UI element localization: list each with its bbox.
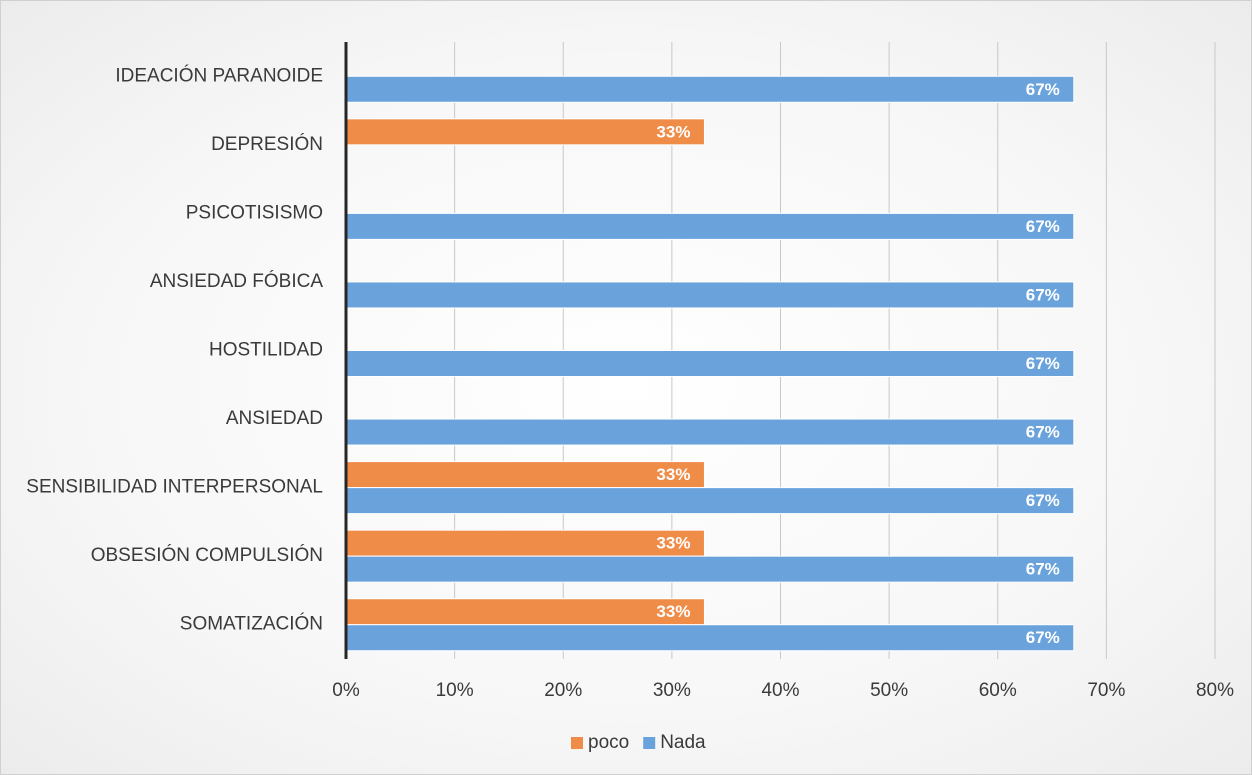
value-label: 67%	[1026, 80, 1060, 99]
bar	[345, 487, 1075, 515]
bar	[345, 118, 705, 146]
value-label: 67%	[1026, 285, 1060, 304]
legend-label: poco	[588, 732, 629, 753]
x-tick-label: 0%	[332, 680, 360, 701]
x-tick-label: 50%	[870, 680, 908, 701]
value-label: 67%	[1026, 491, 1060, 510]
x-tick-label: 40%	[761, 680, 799, 701]
legend-swatch	[643, 737, 656, 749]
value-label: 33%	[656, 534, 690, 553]
bar	[345, 624, 1075, 652]
value-label: 67%	[1026, 354, 1060, 373]
value-label: 33%	[656, 122, 690, 141]
x-tick-label: 10%	[436, 680, 474, 701]
bar	[345, 529, 705, 557]
y-tick-label: DEPRESIÓN	[211, 133, 323, 155]
x-tick-label: 60%	[979, 680, 1017, 701]
bar	[345, 418, 1075, 446]
y-tick-label: HOSTILIDAD	[209, 340, 323, 361]
value-label: 33%	[656, 602, 690, 621]
bar	[345, 75, 1075, 103]
x-tick-label: 20%	[544, 680, 582, 701]
value-label: 67%	[1026, 423, 1060, 442]
y-tick-label: OBSESIÓN COMPULSIÓN	[91, 544, 323, 566]
y-tick-label: PSICOTISISMO	[186, 202, 323, 223]
y-tick-label: ANSIEDAD FÓBICA	[150, 270, 323, 292]
legend-swatch	[571, 737, 583, 749]
value-label: 67%	[1026, 217, 1060, 236]
bar	[345, 461, 705, 489]
bar	[345, 350, 1075, 377]
y-tick-label: SOMATIZACIÓN	[180, 613, 323, 635]
x-tick-label: 30%	[653, 680, 691, 701]
bar	[345, 598, 705, 626]
y-tick-label: SENSIBILIDAD INTERPERSONAL	[26, 477, 323, 498]
y-tick-label: ANSIEDAD	[226, 408, 323, 429]
y-tick-label: IDEACIÓN PARANOIDE	[115, 64, 323, 86]
x-tick-label: 70%	[1087, 680, 1125, 701]
value-label: 33%	[656, 465, 690, 484]
bar	[345, 212, 1075, 240]
value-label: 67%	[1026, 560, 1060, 579]
value-label: 67%	[1026, 628, 1060, 647]
legend-label: Nada	[660, 732, 706, 753]
bar	[345, 555, 1075, 583]
x-tick-label: 80%	[1196, 680, 1234, 701]
bar	[345, 281, 1075, 309]
